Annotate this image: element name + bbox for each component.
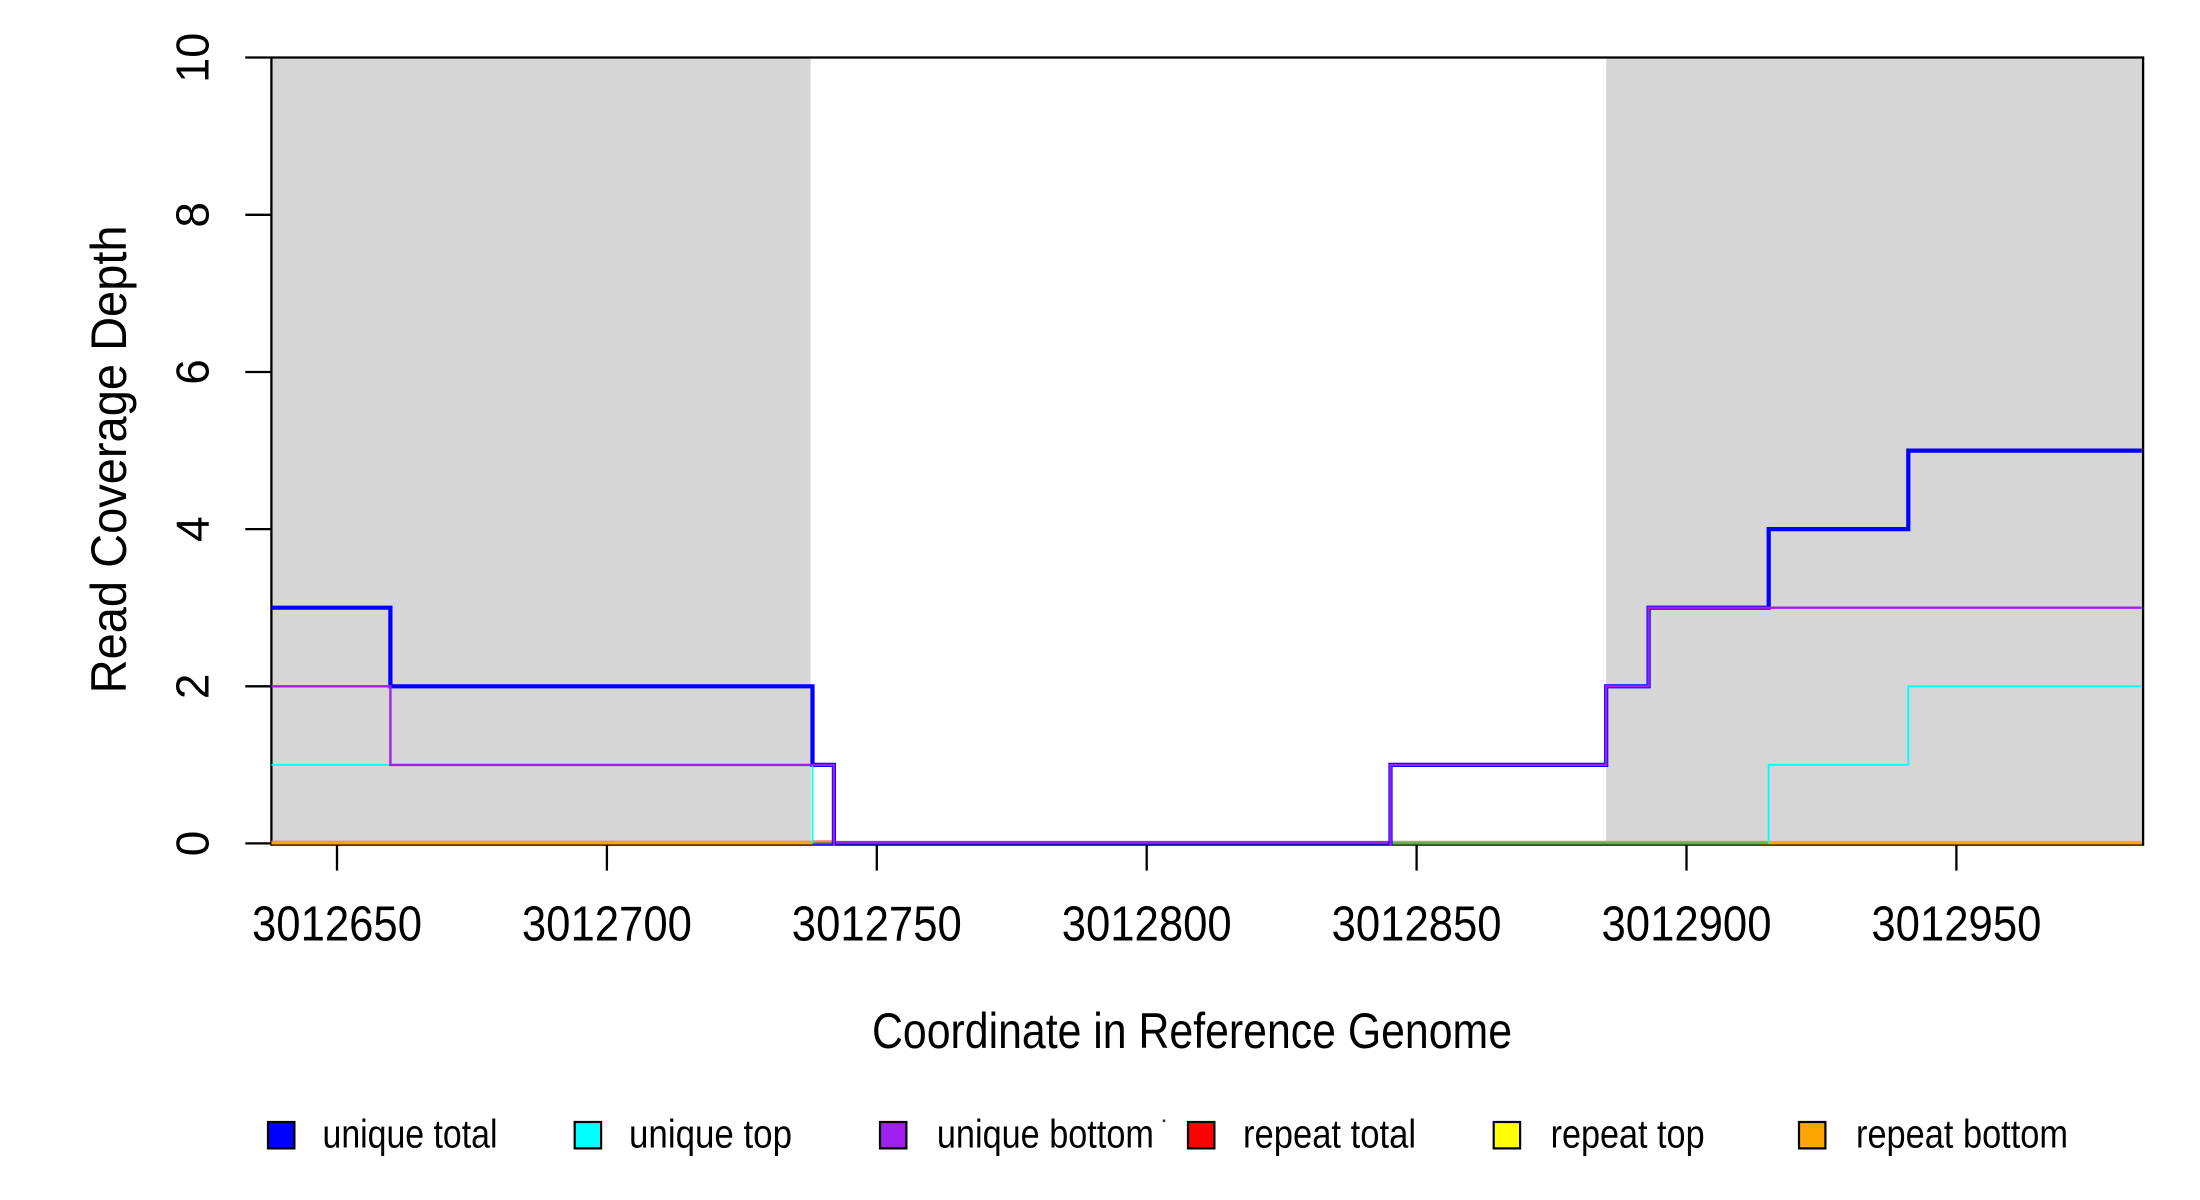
svg-text:0: 0 [166, 831, 218, 857]
svg-text:3012650: 3012650 [252, 896, 422, 951]
svg-text:3012850: 3012850 [1332, 896, 1502, 951]
svg-text:repeat bottom: repeat bottom [1856, 1113, 2068, 1157]
svg-text:3012900: 3012900 [1602, 896, 1772, 951]
svg-text:repeat top: repeat top [1551, 1113, 1705, 1157]
svg-text:3012950: 3012950 [1871, 896, 2041, 951]
svg-text:6: 6 [166, 359, 218, 385]
svg-text:8: 8 [166, 202, 218, 228]
svg-text:2: 2 [166, 674, 218, 700]
svg-text:Read Coverage Depth: Read Coverage Depth [81, 225, 137, 693]
svg-text:unique bottom: unique bottom [937, 1113, 1154, 1157]
svg-text:repeat total: repeat total [1243, 1113, 1416, 1157]
svg-text:4: 4 [166, 516, 218, 542]
svg-text:3012700: 3012700 [522, 896, 692, 951]
svg-text:3012750: 3012750 [792, 896, 962, 951]
svg-text:unique top: unique top [629, 1113, 792, 1157]
svg-text:10: 10 [166, 33, 218, 83]
svg-text:Coordinate in Reference Genome: Coordinate in Reference Genome [872, 1003, 1512, 1059]
svg-text:3012800: 3012800 [1062, 896, 1232, 951]
svg-text:unique total: unique total [323, 1113, 498, 1157]
